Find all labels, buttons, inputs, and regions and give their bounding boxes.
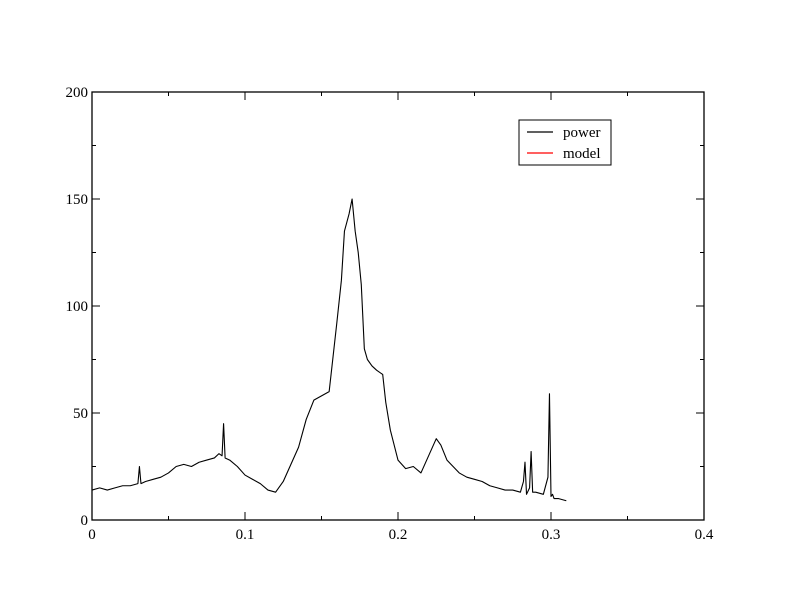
plot-series	[91, 198, 567, 502]
legend-label-model: model	[563, 146, 601, 162]
x-tick-label: 0.2	[389, 527, 408, 543]
series-line-power	[91, 198, 567, 502]
x-tick-label: 0.4	[695, 527, 714, 543]
x-tick-label: 0.1	[236, 527, 255, 543]
x-tick-label: 0.3	[542, 527, 561, 543]
legend-label-power: power	[563, 125, 601, 141]
plot-frame	[91, 91, 705, 521]
x-tick-label: 0	[88, 527, 96, 543]
y-tick-label: 200	[66, 85, 89, 101]
axis-ticks: 0 0.1 0.2 0.3 0.4 0 50 100 150 200	[66, 85, 714, 543]
y-tick-label: 0	[81, 513, 89, 529]
y-tick-label: 150	[66, 192, 89, 208]
y-tick-label: 100	[66, 299, 89, 315]
legend-box	[518, 119, 612, 166]
legend: power model	[518, 119, 612, 166]
y-tick-label: 50	[73, 406, 88, 422]
